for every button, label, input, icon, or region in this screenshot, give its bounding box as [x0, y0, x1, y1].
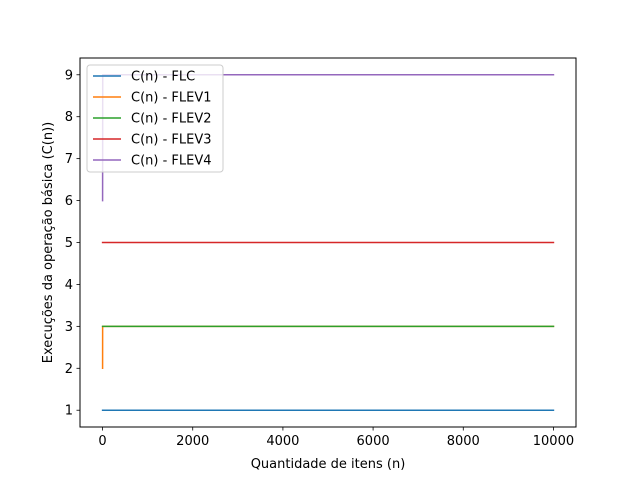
- x-axis-ticks: 0 2000 4000 6000 8000 10000: [98, 427, 574, 449]
- x-tick-label: 2000: [176, 434, 209, 449]
- series-layer: [101, 74, 555, 411]
- legend-label-4: C(n) - FLEV3: [131, 133, 212, 148]
- legend-label-1: C(n) - FLC: [131, 70, 195, 85]
- y-axis-ticks: 1 2 3 4 5 6 7 8 9: [65, 68, 80, 419]
- x-tick-label: 4000: [266, 434, 299, 449]
- legend-label-2: C(n) - FLEV1: [131, 91, 212, 106]
- legend-label-3: C(n) - FLEV2: [131, 112, 212, 127]
- legend: C(n) - FLC C(n) - FLEV1 C(n) - FLEV2 C(n) -…: [86, 64, 224, 173]
- y-tick-label: 9: [65, 68, 73, 83]
- y-tick-label: 8: [65, 110, 73, 125]
- y-tick-label: 3: [65, 320, 73, 335]
- x-tick-label: 10000: [533, 434, 574, 449]
- x-tick-label: 8000: [447, 434, 480, 449]
- y-tick-label: 5: [65, 236, 73, 251]
- y-tick-label: 2: [65, 362, 73, 377]
- y-axis-label: Execuções da operação básica (C(n)): [41, 122, 56, 363]
- y-tick-label: 1: [65, 404, 73, 419]
- y-tick-label: 6: [65, 194, 73, 209]
- y-tick-label: 7: [65, 152, 73, 167]
- x-tick-label: 6000: [357, 434, 390, 449]
- x-axis-label: Quantidade de itens (n): [251, 457, 406, 472]
- y-tick-label: 4: [65, 278, 73, 293]
- x-tick-label: 0: [98, 434, 106, 449]
- legend-frame: [86, 64, 224, 173]
- legend-label-5: C(n) - FLEV4: [131, 154, 212, 169]
